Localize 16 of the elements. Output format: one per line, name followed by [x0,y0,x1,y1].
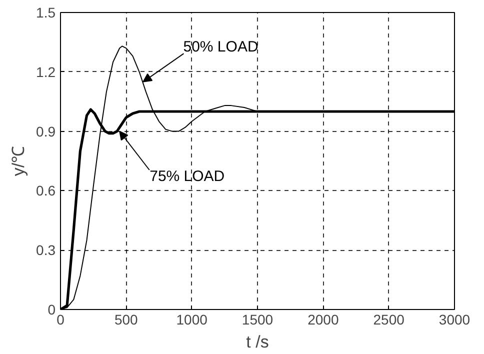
y-tick-label: 1.2 [36,64,56,80]
x-tick-label: 2500 [373,312,405,328]
y-tick-label: 0.9 [36,123,56,140]
x-tick-label: 1500 [242,312,274,328]
y-tick-label: 0.6 [36,182,56,199]
x-tick-label: 2000 [308,312,339,328]
y-tick-label: 0.3 [36,242,56,258]
x-tick-label: 1000 [176,312,208,328]
annotation: 75% LOAD [150,168,225,185]
x-tick-label: 3000 [438,312,470,328]
y-tick-label: 1.5 [36,4,56,20]
annotation: 50% LOAD [183,38,258,56]
x-tick-label: 500 [114,312,138,328]
y-tick-label: 0 [48,302,56,318]
y-axis-title: y/℃ [9,146,28,176]
x-axis-title: t /s [246,332,269,352]
